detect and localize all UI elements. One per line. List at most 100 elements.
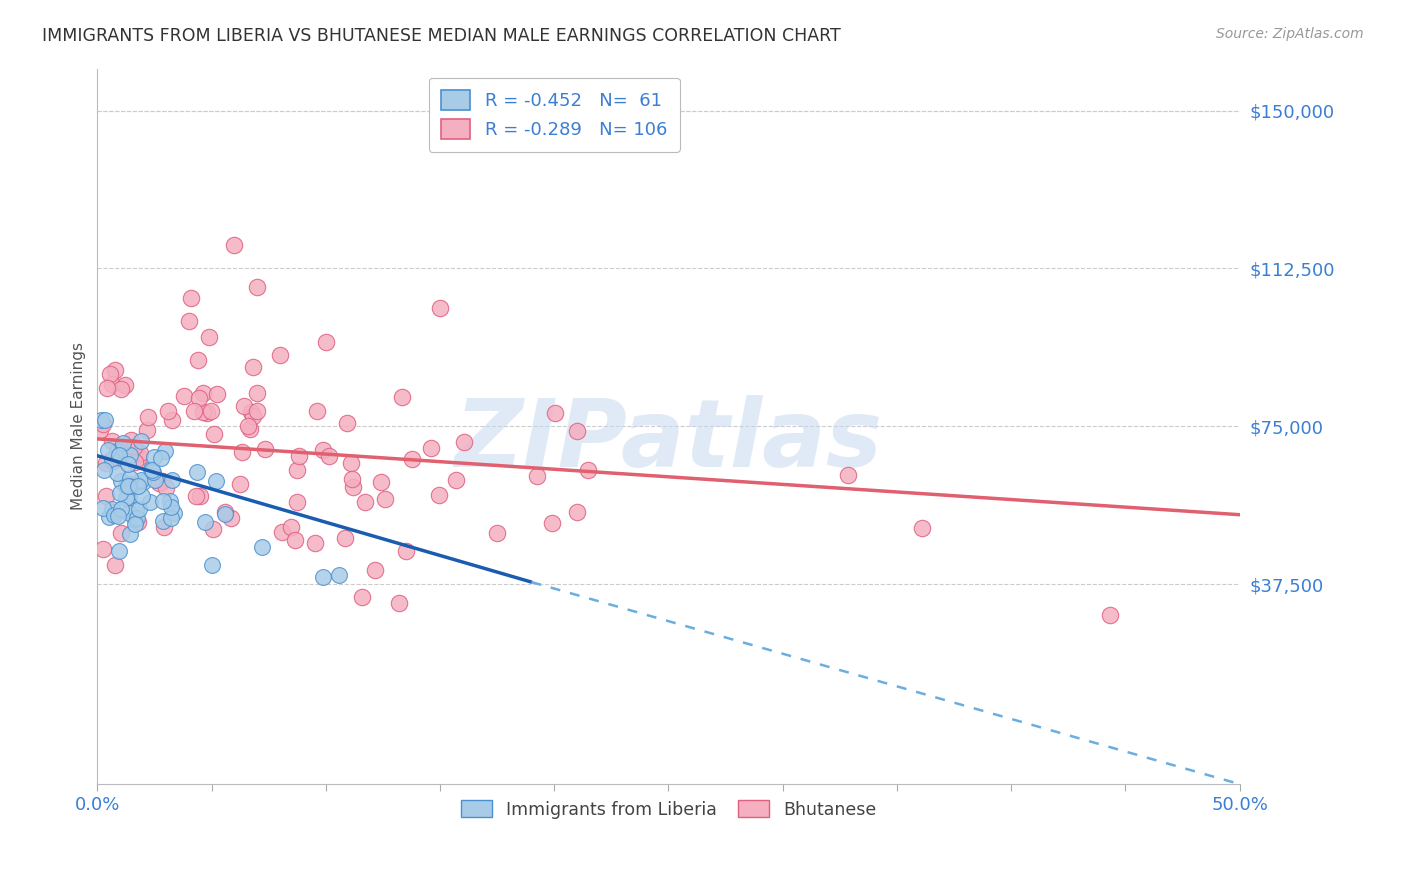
Point bbox=[110, 525, 132, 540]
Point bbox=[420, 441, 443, 455]
Point bbox=[180, 291, 202, 305]
Point bbox=[107, 544, 129, 558]
Point bbox=[114, 377, 136, 392]
Point bbox=[141, 462, 163, 476]
Point bbox=[105, 466, 128, 480]
Point bbox=[232, 399, 254, 413]
Point bbox=[89, 423, 111, 437]
Point bbox=[219, 511, 242, 525]
Point bbox=[565, 424, 588, 438]
Point bbox=[1099, 607, 1122, 622]
Point bbox=[394, 544, 416, 558]
Point bbox=[288, 449, 311, 463]
Point bbox=[280, 520, 302, 534]
Point bbox=[105, 444, 128, 458]
Point bbox=[202, 426, 225, 441]
Point bbox=[246, 280, 269, 294]
Point bbox=[224, 238, 246, 252]
Point bbox=[198, 330, 221, 344]
Point bbox=[284, 533, 307, 548]
Point bbox=[391, 390, 413, 404]
Point bbox=[187, 352, 209, 367]
Point bbox=[285, 463, 308, 477]
Point bbox=[184, 489, 207, 503]
Point bbox=[285, 494, 308, 508]
Point bbox=[155, 481, 177, 495]
Point bbox=[124, 517, 146, 532]
Point bbox=[115, 491, 138, 505]
Point bbox=[127, 511, 149, 525]
Point bbox=[453, 435, 475, 450]
Point bbox=[157, 404, 180, 418]
Point bbox=[186, 465, 208, 479]
Y-axis label: Median Male Earnings: Median Male Earnings bbox=[72, 343, 86, 510]
Point bbox=[242, 409, 264, 424]
Point bbox=[122, 440, 145, 454]
Point bbox=[118, 490, 141, 504]
Point bbox=[246, 386, 269, 401]
Text: ZIPatlas: ZIPatlas bbox=[454, 394, 883, 487]
Point bbox=[139, 495, 162, 509]
Point bbox=[342, 480, 364, 494]
Point bbox=[160, 473, 183, 487]
Text: Source: ZipAtlas.com: Source: ZipAtlas.com bbox=[1216, 27, 1364, 41]
Point bbox=[141, 462, 163, 476]
Point bbox=[131, 489, 153, 503]
Point bbox=[307, 404, 329, 418]
Point bbox=[911, 521, 934, 535]
Point bbox=[142, 465, 165, 479]
Point bbox=[444, 473, 467, 487]
Point bbox=[214, 508, 236, 522]
Point bbox=[544, 406, 567, 420]
Point bbox=[160, 511, 183, 525]
Point bbox=[352, 590, 374, 604]
Point bbox=[304, 536, 326, 550]
Point bbox=[152, 494, 174, 508]
Point bbox=[229, 477, 252, 491]
Point bbox=[118, 479, 141, 493]
Point bbox=[118, 506, 141, 520]
Point bbox=[148, 476, 170, 491]
Point bbox=[111, 435, 134, 450]
Point bbox=[159, 500, 181, 515]
Point bbox=[110, 501, 132, 516]
Point bbox=[91, 541, 114, 556]
Point bbox=[128, 450, 150, 465]
Point bbox=[153, 520, 176, 534]
Point bbox=[98, 367, 121, 381]
Point bbox=[340, 472, 363, 486]
Point bbox=[101, 434, 124, 448]
Point bbox=[526, 469, 548, 483]
Point bbox=[240, 405, 263, 419]
Text: IMMIGRANTS FROM LIBERIA VS BHUTANESE MEDIAN MALE EARNINGS CORRELATION CHART: IMMIGRANTS FROM LIBERIA VS BHUTANESE MED… bbox=[42, 27, 841, 45]
Point bbox=[152, 514, 174, 528]
Point bbox=[114, 479, 136, 493]
Point bbox=[105, 450, 128, 464]
Point bbox=[96, 381, 118, 395]
Point bbox=[193, 385, 215, 400]
Point bbox=[118, 471, 141, 485]
Point bbox=[312, 443, 335, 458]
Point bbox=[201, 522, 224, 536]
Point bbox=[93, 413, 115, 427]
Point bbox=[143, 450, 166, 465]
Point bbox=[194, 515, 217, 529]
Point bbox=[200, 403, 222, 417]
Point bbox=[103, 508, 125, 523]
Point bbox=[401, 452, 423, 467]
Point bbox=[271, 525, 294, 540]
Point bbox=[120, 448, 142, 462]
Point bbox=[187, 391, 209, 405]
Point bbox=[312, 570, 335, 584]
Point bbox=[315, 335, 337, 350]
Point bbox=[101, 453, 124, 467]
Point bbox=[104, 363, 127, 377]
Point bbox=[129, 434, 152, 448]
Point bbox=[110, 474, 132, 488]
Point bbox=[132, 475, 155, 490]
Point bbox=[328, 568, 350, 582]
Point bbox=[336, 416, 359, 430]
Point bbox=[108, 445, 131, 459]
Point bbox=[127, 515, 149, 529]
Point bbox=[120, 434, 142, 448]
